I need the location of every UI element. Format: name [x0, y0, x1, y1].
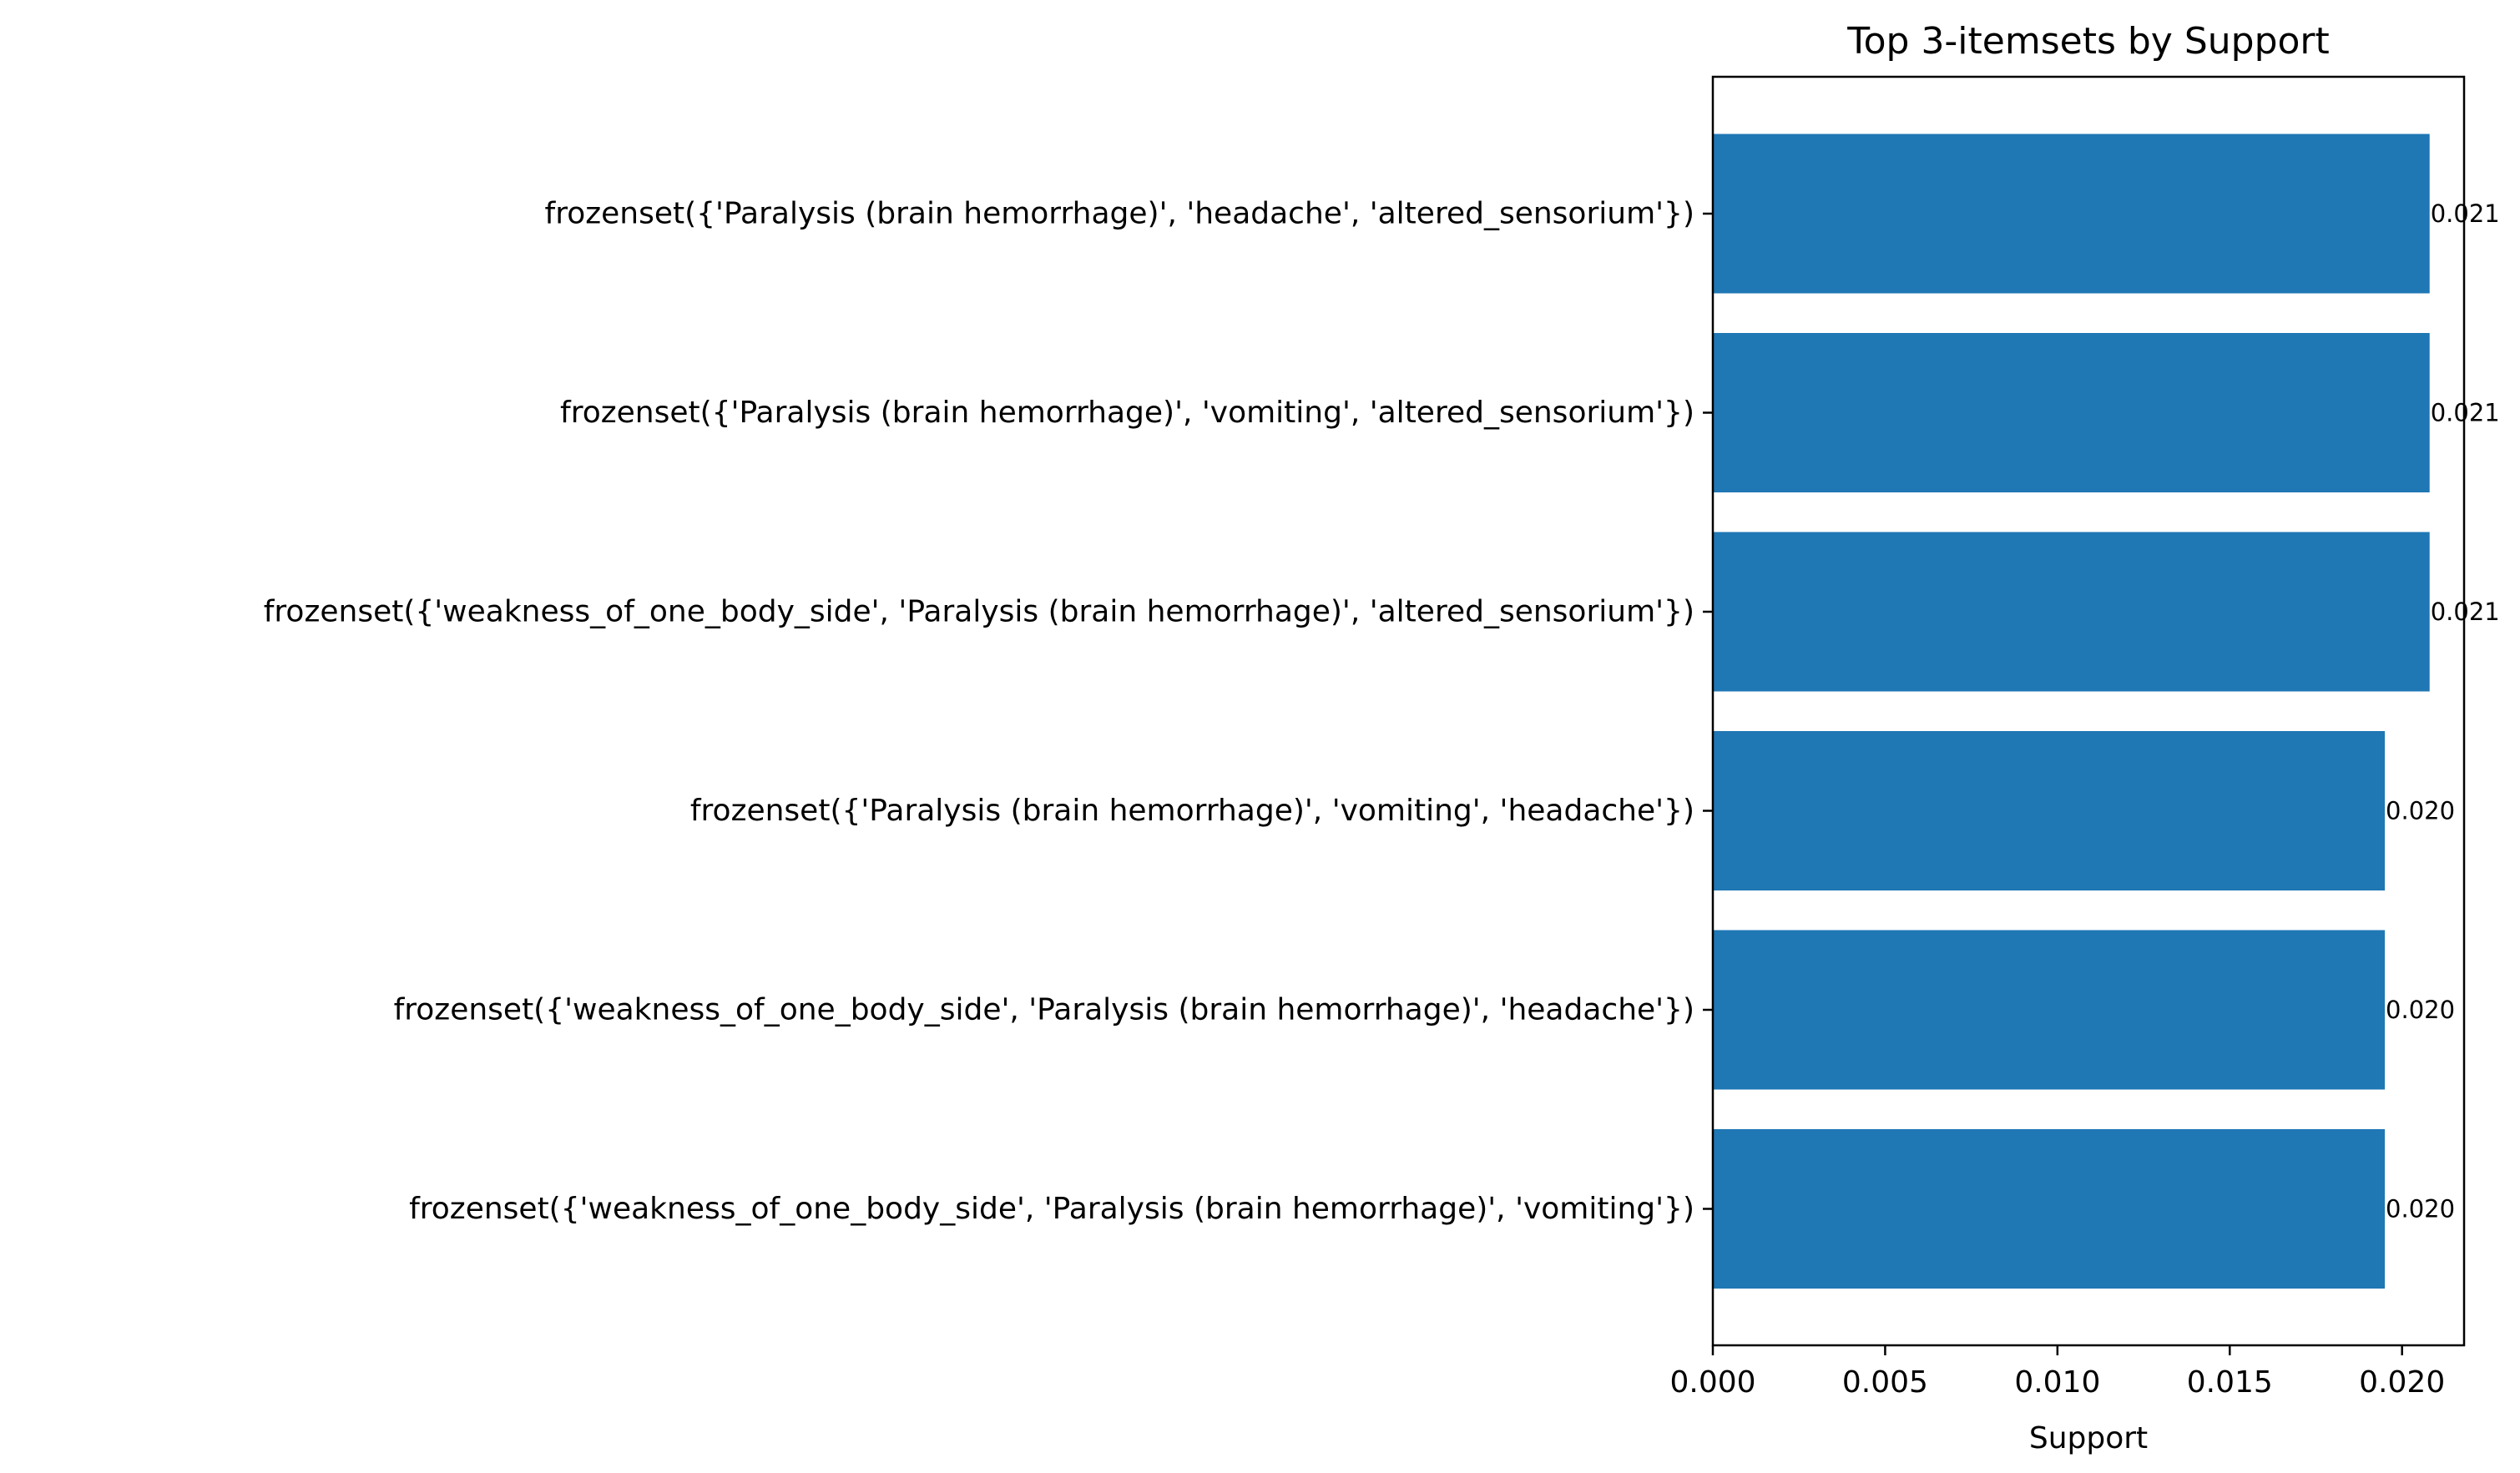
bar-3: [1713, 532, 2430, 692]
y-tick-label-5: frozenset({'weakness_of_one_body_side', …: [394, 993, 1694, 1027]
bar-6: [1713, 1129, 2386, 1289]
x-axis: 0.000 0.005 0.010 0.015 0.020: [1669, 1345, 2445, 1400]
x-tick-label-4: 0.015: [2187, 1365, 2273, 1400]
y-tick-label-1: frozenset({'Paralysis (brain hemorrhage)…: [545, 197, 1694, 231]
bars-layer: [1713, 134, 2430, 1289]
x-tick-label-2: 0.005: [1842, 1365, 1928, 1400]
y-tick-label-2: frozenset({'Paralysis (brain hemorrhage)…: [560, 396, 1694, 430]
bar-2: [1713, 333, 2430, 492]
bar-value-label-5: 0.020: [2386, 996, 2455, 1024]
x-tick-label-5: 0.020: [2359, 1365, 2445, 1400]
bar-value-label-4: 0.020: [2386, 797, 2455, 825]
x-tick-label-3: 0.010: [2014, 1365, 2100, 1400]
y-tick-labels: frozenset({'Paralysis (brain hemorrhage)…: [264, 197, 1713, 1226]
plot-area-frame: [1711, 75, 2466, 1347]
y-tick-label-3: frozenset({'weakness_of_one_body_side', …: [264, 595, 1694, 629]
x-tick-label-1: 0.000: [1669, 1365, 1755, 1400]
y-tick-label-4: frozenset({'Paralysis (brain hemorrhage)…: [690, 794, 1694, 828]
bar-value-label-6: 0.020: [2386, 1195, 2455, 1223]
x-axis-label: Support: [2029, 1421, 2148, 1455]
bar-4: [1713, 731, 2386, 890]
bar-1: [1713, 134, 2430, 294]
chart-title: Top 3-itemsets by Support: [1846, 20, 2330, 63]
bar-5: [1713, 930, 2386, 1090]
y-tick-label-6: frozenset({'weakness_of_one_body_side', …: [409, 1192, 1694, 1226]
